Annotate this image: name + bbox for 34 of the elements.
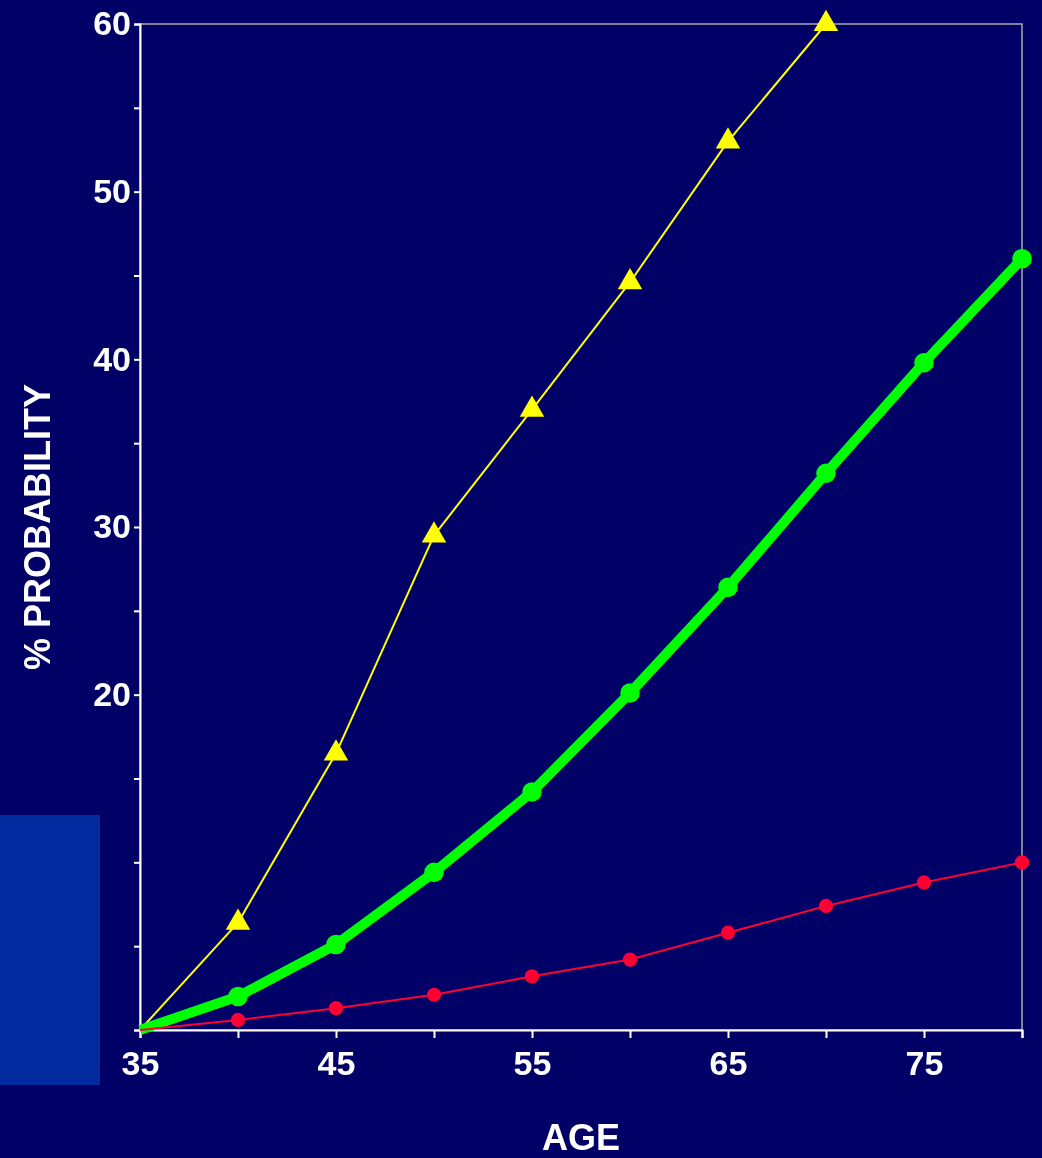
y-axis-title: % PROBABILITY: [17, 383, 58, 671]
x-tick-label: 65: [709, 1044, 748, 1082]
point: [522, 782, 542, 802]
point: [718, 577, 738, 598]
point: [328, 1001, 344, 1016]
x-tick-label: 55: [513, 1044, 552, 1082]
point: [421, 521, 447, 543]
point: [622, 952, 638, 967]
point: [1014, 855, 1030, 870]
point: [617, 268, 643, 290]
point: [813, 9, 839, 32]
point: [524, 969, 540, 984]
y-tick-label: 40: [93, 339, 131, 378]
point: [816, 463, 836, 484]
point: [424, 862, 444, 883]
point: [228, 986, 248, 1007]
point: [818, 898, 834, 914]
point: [916, 875, 932, 890]
x-tick-label: 35: [121, 1044, 160, 1082]
point: [230, 1012, 246, 1028]
x-tick-label: 75: [905, 1044, 944, 1082]
y-tick-label: 20: [93, 675, 131, 714]
point: [326, 934, 346, 955]
point: [715, 127, 741, 149]
y-tick-label: 30: [93, 507, 131, 546]
point: [914, 352, 934, 373]
point: [720, 925, 736, 940]
x-axis-title: AGE: [541, 1117, 621, 1158]
x-tick-label: 45: [317, 1044, 356, 1082]
point: [519, 395, 545, 417]
point: [426, 987, 442, 1002]
y-tick-label: 60: [93, 4, 131, 43]
point: [620, 683, 640, 703]
y-tick-label: 50: [93, 172, 131, 211]
